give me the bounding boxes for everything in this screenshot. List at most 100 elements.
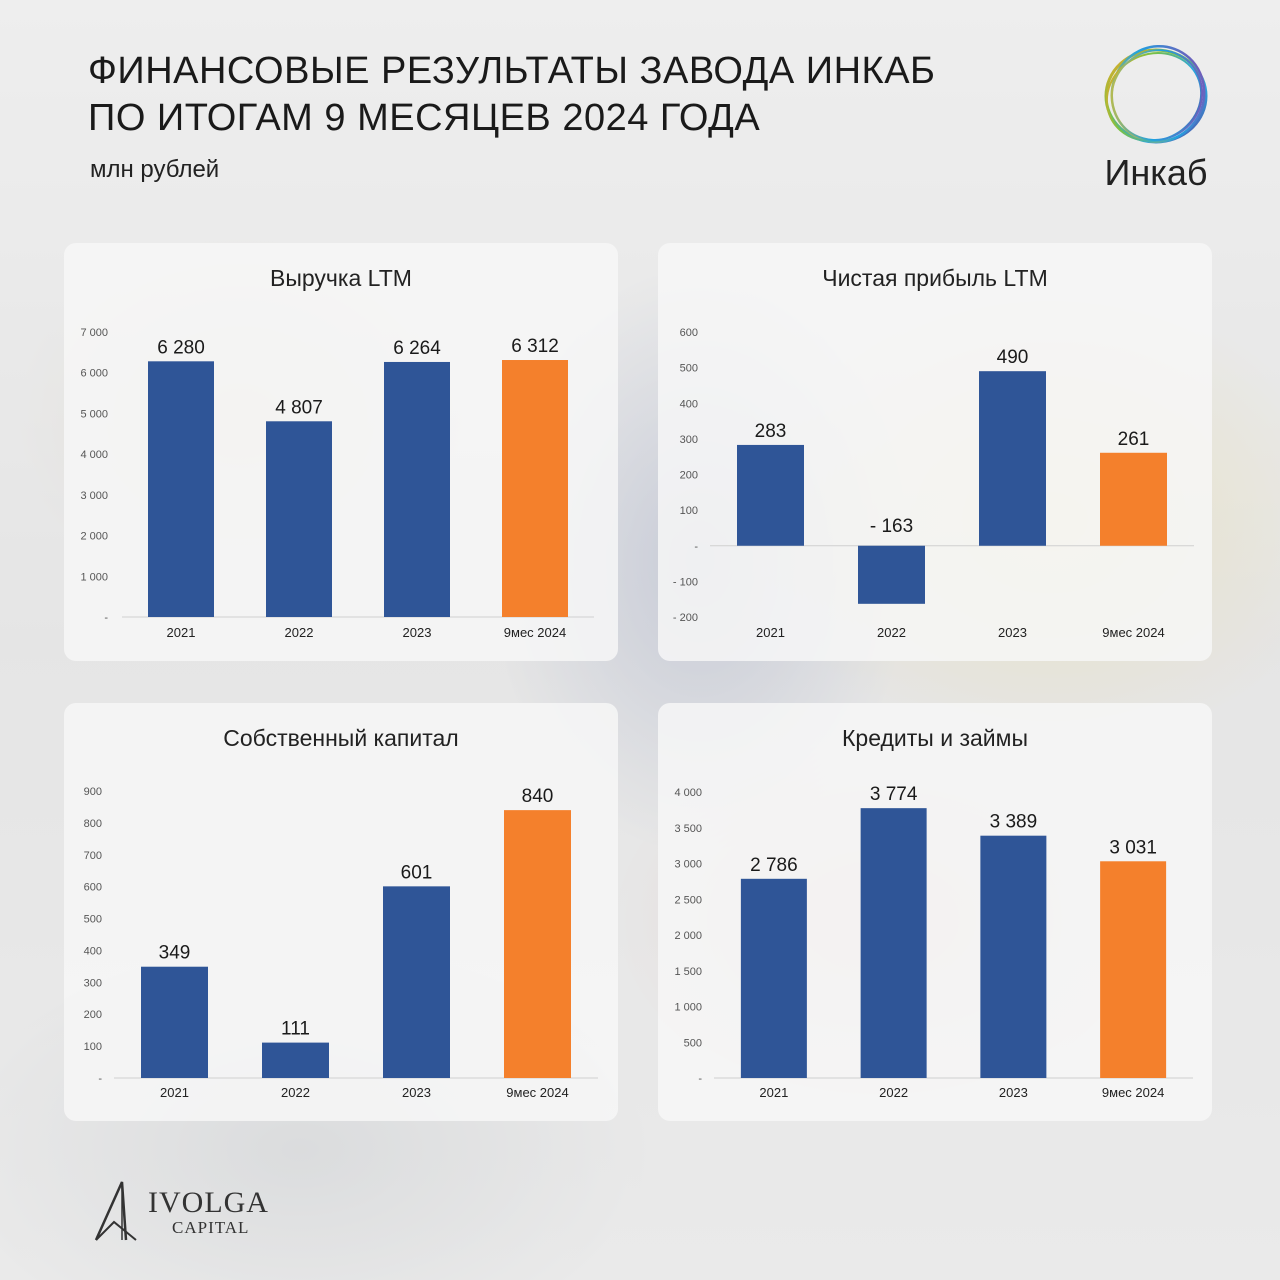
data-label: 6 280 xyxy=(157,337,205,358)
colorful-rings-icon xyxy=(1104,44,1208,144)
category-label: 2022 xyxy=(879,1085,908,1100)
units-subtitle: млн рублей xyxy=(90,156,220,183)
y-tick-label: 200 xyxy=(84,1009,102,1021)
y-tick-label: 300 xyxy=(680,434,698,446)
net-profit-chart: - 200 - 100 - 100 200 300 400 500 600 283 2021 - 16… xyxy=(673,327,1194,640)
data-label: 3 031 xyxy=(1109,837,1157,858)
category-label: 2021 xyxy=(167,625,196,640)
category-label: 2023 xyxy=(998,625,1027,640)
loans-chart: - 500 1 000 1 500 2 000 2 500 3 000 3 500 4 000 2… xyxy=(674,784,1193,1100)
y-tick-label: - xyxy=(104,612,108,624)
y-tick-label: 3 500 xyxy=(674,823,702,835)
category-label: 2022 xyxy=(877,625,906,640)
y-tick-label: - 200 xyxy=(673,612,698,624)
data-label: 601 xyxy=(401,862,433,883)
y-tick-label: 4 000 xyxy=(674,787,702,799)
data-label: 6 264 xyxy=(393,338,441,359)
data-label: 4 807 xyxy=(275,397,323,418)
bar xyxy=(858,545,925,604)
category-label: 2021 xyxy=(759,1085,788,1100)
panel-revenue: Выручка LTM - 1 000 2 000 3 000 4 000 5 000 6 … xyxy=(64,243,618,661)
data-label: - 163 xyxy=(870,516,913,537)
inkab-logo: Инкаб xyxy=(1094,44,1218,194)
bar xyxy=(1100,452,1167,546)
revenue-chart: - 1 000 2 000 3 000 4 000 5 000 6 000 7 000 6 28… xyxy=(80,327,594,640)
y-tick-label: 600 xyxy=(680,327,698,339)
data-label: 3 774 xyxy=(870,784,918,805)
bar xyxy=(383,886,450,1078)
data-label: 261 xyxy=(1118,429,1150,450)
category-label: 2021 xyxy=(756,625,785,640)
panel-net-profit: Чистая прибыль LTM - 200 - 100 - 100 200 300 4… xyxy=(658,243,1212,661)
ivolga-logo-icon xyxy=(94,1181,137,1241)
page-title-line-2: ПО ИТОГАМ 9 МЕСЯЦЕВ 2024 ГОДА xyxy=(88,97,761,139)
y-tick-label: - 100 xyxy=(673,576,698,588)
category-label: 9мес 2024 xyxy=(504,625,566,640)
panel-equity: Собственный капитал - 100 200 300 400 500 600 7… xyxy=(64,703,618,1121)
category-label: 2022 xyxy=(285,625,314,640)
equity-chart: - 100 200 300 400 500 600 700 800 900 349 2021 111 20… xyxy=(84,786,598,1100)
data-label: 111 xyxy=(281,1019,310,1040)
data-label: 2 786 xyxy=(750,855,798,876)
y-tick-label: 1 500 xyxy=(674,966,702,978)
y-tick-label: 500 xyxy=(680,363,698,375)
category-label: 9мес 2024 xyxy=(1102,625,1164,640)
bar xyxy=(502,360,568,617)
bar xyxy=(262,1042,329,1078)
chart-title-revenue: Выручка LTM xyxy=(270,265,412,291)
y-tick-label: 2 500 xyxy=(674,894,702,906)
category-label: 2022 xyxy=(281,1085,310,1100)
y-tick-label: 200 xyxy=(680,470,698,482)
y-tick-label: 500 xyxy=(684,1037,702,1049)
bar xyxy=(141,966,208,1078)
bar xyxy=(980,835,1047,1078)
bar xyxy=(737,444,804,546)
data-label: 6 312 xyxy=(511,336,559,357)
y-tick-label: 400 xyxy=(84,945,102,957)
y-tick-label: 100 xyxy=(680,505,698,517)
chart-title-net-profit: Чистая прибыль LTM xyxy=(822,265,1048,291)
bar xyxy=(266,421,332,617)
category-label: 2023 xyxy=(402,1085,431,1100)
y-tick-label: 400 xyxy=(680,398,698,410)
y-tick-label: 7 000 xyxy=(80,327,108,339)
y-tick-label: 2 000 xyxy=(674,930,702,942)
y-tick-label: 3 000 xyxy=(674,859,702,871)
category-label: 2023 xyxy=(403,625,432,640)
y-tick-label: 4 000 xyxy=(80,449,108,461)
bar xyxy=(860,808,927,1078)
y-tick-label: - xyxy=(98,1073,102,1085)
y-tick-label: 6 000 xyxy=(80,368,108,380)
y-tick-label: - xyxy=(694,541,698,553)
bar xyxy=(979,371,1046,546)
y-tick-label: 1 000 xyxy=(674,1002,702,1014)
y-tick-label: - xyxy=(698,1073,702,1085)
category-label: 9мес 2024 xyxy=(1102,1085,1164,1100)
data-label: 349 xyxy=(159,943,191,964)
page-title: ФИНАНСОВЫЕ РЕЗУЛЬТАТЫ ЗАВОДА ИНКАБ ПО ИТ… xyxy=(88,48,935,142)
y-tick-label: 800 xyxy=(84,818,102,830)
category-label: 2021 xyxy=(160,1085,189,1100)
ivolga-name: IVOLGA xyxy=(148,1186,269,1219)
ivolga-capital-logo: IVOLGA CAPITAL xyxy=(92,1176,292,1246)
bar xyxy=(740,878,807,1078)
y-tick-label: 1 000 xyxy=(80,571,108,583)
panel-loans: Кредиты и займы - 500 1 000 1 500 2 000 2 500… xyxy=(658,703,1212,1121)
ivolga-sub: CAPITAL xyxy=(172,1218,250,1237)
y-tick-label: 700 xyxy=(84,850,102,862)
chart-title-equity: Собственный капитал xyxy=(223,725,459,751)
data-label: 283 xyxy=(755,421,787,442)
bar xyxy=(384,361,450,617)
y-tick-label: 3 000 xyxy=(80,490,108,502)
y-tick-label: 100 xyxy=(84,1041,102,1053)
data-label: 3 389 xyxy=(990,812,1038,833)
y-tick-label: 500 xyxy=(84,914,102,926)
bar xyxy=(1100,861,1167,1078)
data-label: 490 xyxy=(997,347,1029,368)
y-tick-label: 900 xyxy=(84,786,102,798)
y-tick-label: 5 000 xyxy=(80,408,108,420)
y-tick-label: 600 xyxy=(84,882,102,894)
inkab-logo-text: Инкаб xyxy=(1104,152,1208,193)
data-label: 840 xyxy=(522,786,554,807)
bar xyxy=(148,361,214,617)
